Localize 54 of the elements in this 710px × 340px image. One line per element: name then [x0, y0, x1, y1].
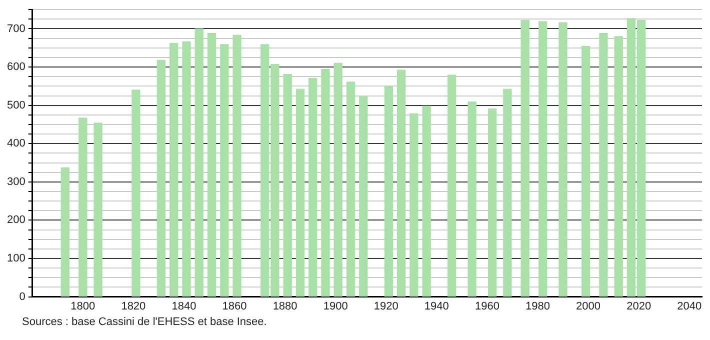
y-tick-label: 0 [19, 290, 26, 303]
bar [182, 41, 191, 297]
bar [359, 96, 368, 297]
bar [384, 86, 393, 297]
bar [207, 33, 216, 297]
y-tick-label: 500 [6, 99, 26, 112]
x-tick-label: 1940 [424, 300, 449, 312]
bar [503, 88, 512, 297]
x-tick-label: 1980 [526, 300, 550, 312]
bar [410, 113, 418, 297]
x-tick-label: 1900 [323, 300, 348, 312]
bar [170, 42, 178, 297]
y-tick-label: 700 [6, 22, 26, 35]
y-tick-label: 400 [6, 138, 26, 150]
y-tick-label: 200 [6, 214, 26, 226]
x-tick-label: 1960 [474, 300, 500, 312]
bar [94, 122, 102, 297]
bar [396, 70, 406, 297]
bar [468, 102, 476, 297]
bar [60, 167, 70, 297]
bar [334, 62, 342, 297]
bar [558, 22, 568, 297]
bar [614, 36, 623, 297]
x-tick-label: 2040 [677, 300, 702, 312]
x-tick-label: 2020 [626, 300, 652, 312]
bar [232, 34, 242, 297]
x-tick-label: 1800 [70, 300, 96, 312]
bar [78, 118, 88, 297]
x-tick-label: 1860 [222, 300, 247, 312]
y-tick-label: 600 [6, 61, 26, 74]
bar [538, 21, 548, 297]
bar [156, 60, 166, 297]
bar [448, 74, 456, 297]
x-tick-label: 1920 [374, 300, 398, 312]
y-tick-label: 100 [6, 252, 26, 265]
source-note: Sources : base Cassini de l'EHESS et base Insee. [22, 316, 268, 328]
bar [283, 74, 292, 297]
x-tick-label: 1880 [272, 300, 298, 312]
bar [581, 46, 590, 297]
bar [488, 108, 497, 297]
y-tick-label: 300 [6, 176, 26, 188]
bar [346, 82, 356, 297]
x-tick-label: 1820 [121, 300, 146, 312]
bar [321, 69, 330, 297]
bar [220, 44, 229, 297]
bar [520, 20, 530, 297]
bar [132, 90, 140, 297]
bar [422, 106, 431, 297]
bar [308, 78, 318, 297]
x-tick-label: 1840 [172, 300, 196, 312]
x-tick-label: 2000 [576, 300, 601, 312]
bar [296, 88, 305, 297]
bar [194, 28, 204, 297]
bar [599, 33, 608, 297]
